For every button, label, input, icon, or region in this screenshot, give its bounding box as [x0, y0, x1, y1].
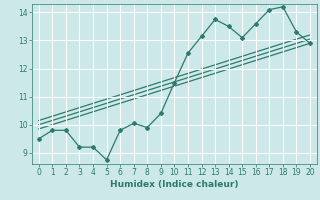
X-axis label: Humidex (Indice chaleur): Humidex (Indice chaleur) [110, 180, 239, 189]
